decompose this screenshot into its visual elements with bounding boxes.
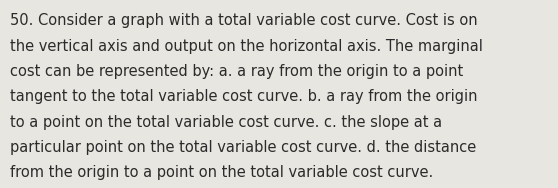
Text: to a point on the total variable cost curve. c. the slope at a: to a point on the total variable cost cu…: [10, 115, 442, 130]
Text: particular point on the total variable cost curve. d. the distance: particular point on the total variable c…: [10, 140, 477, 155]
Text: the vertical axis and output on the horizontal axis. The marginal: the vertical axis and output on the hori…: [10, 39, 483, 54]
Text: tangent to the total variable cost curve. b. a ray from the origin: tangent to the total variable cost curve…: [10, 89, 478, 104]
Text: from the origin to a point on the total variable cost curve.: from the origin to a point on the total …: [10, 165, 434, 180]
Text: cost can be represented by: a. a ray from the origin to a point: cost can be represented by: a. a ray fro…: [10, 64, 463, 79]
Text: 50. Consider a graph with a total variable cost curve. Cost is on: 50. Consider a graph with a total variab…: [10, 13, 478, 28]
